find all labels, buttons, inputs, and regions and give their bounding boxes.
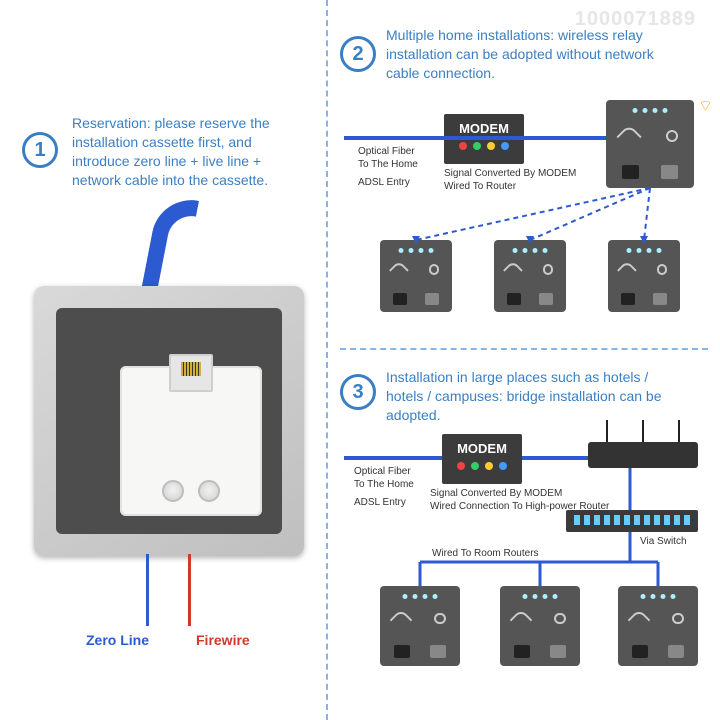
wired-to-rooms-label: Wired To Room Routers xyxy=(432,548,539,561)
network-switch xyxy=(566,510,698,532)
wifi-icon xyxy=(620,128,638,146)
optical-fiber-label-3: Optical Fiber To The Home ADSL Entry xyxy=(354,466,414,510)
modem-leds xyxy=(444,142,524,150)
optical-fiber-label-2: Optical Fiber To The Home ADSL Entry xyxy=(358,146,418,190)
high-power-router xyxy=(588,442,698,468)
relay-router-1 xyxy=(380,240,452,312)
zero-line-label: Zero Line xyxy=(86,632,149,648)
via-switch-label: Via Switch xyxy=(640,536,687,549)
modem-box-3: MODEM xyxy=(442,434,522,484)
lan-port xyxy=(622,165,640,179)
step-2-heading: Multiple home installations: wireless re… xyxy=(386,26,686,83)
panel-1: 1 Reservation: please reserve the instal… xyxy=(0,0,326,720)
room-router-2 xyxy=(500,586,580,666)
room-router-1 xyxy=(380,586,460,666)
terminal-live xyxy=(198,480,220,502)
step-badge-2: 2 xyxy=(340,36,376,72)
modem-label-3: MODEM xyxy=(457,441,507,456)
wifi-signal-icon: ⌔ xyxy=(698,96,716,114)
step-1-heading: Reservation: please reserve the installa… xyxy=(72,114,308,190)
firewire-label: Firewire xyxy=(196,632,250,648)
zero-line-wire xyxy=(146,554,149,626)
usb-port xyxy=(661,165,679,179)
wired-to-router-label: Signal Converted By MODEM Wired To Route… xyxy=(444,168,594,193)
firewire-wire xyxy=(188,554,191,626)
terminal-zero xyxy=(162,480,184,502)
installation-cassette xyxy=(34,286,304,556)
indicator-lamp xyxy=(666,130,678,142)
step-badge-1: 1 xyxy=(22,132,58,168)
main-router-panel xyxy=(606,100,694,188)
rj45-port xyxy=(169,354,213,392)
step-3-heading: Installation in large places such as hot… xyxy=(386,368,686,425)
horizontal-divider xyxy=(340,348,708,350)
cassette-inner xyxy=(56,308,282,534)
modem-box-2: MODEM xyxy=(444,114,524,164)
relay-router-3 xyxy=(608,240,680,312)
modem-label-2: MODEM xyxy=(459,121,509,136)
vertical-divider xyxy=(326,0,328,720)
router-back-module xyxy=(120,366,262,516)
room-router-3 xyxy=(618,586,698,666)
step-badge-3: 3 xyxy=(340,374,376,410)
relay-router-2 xyxy=(494,240,566,312)
